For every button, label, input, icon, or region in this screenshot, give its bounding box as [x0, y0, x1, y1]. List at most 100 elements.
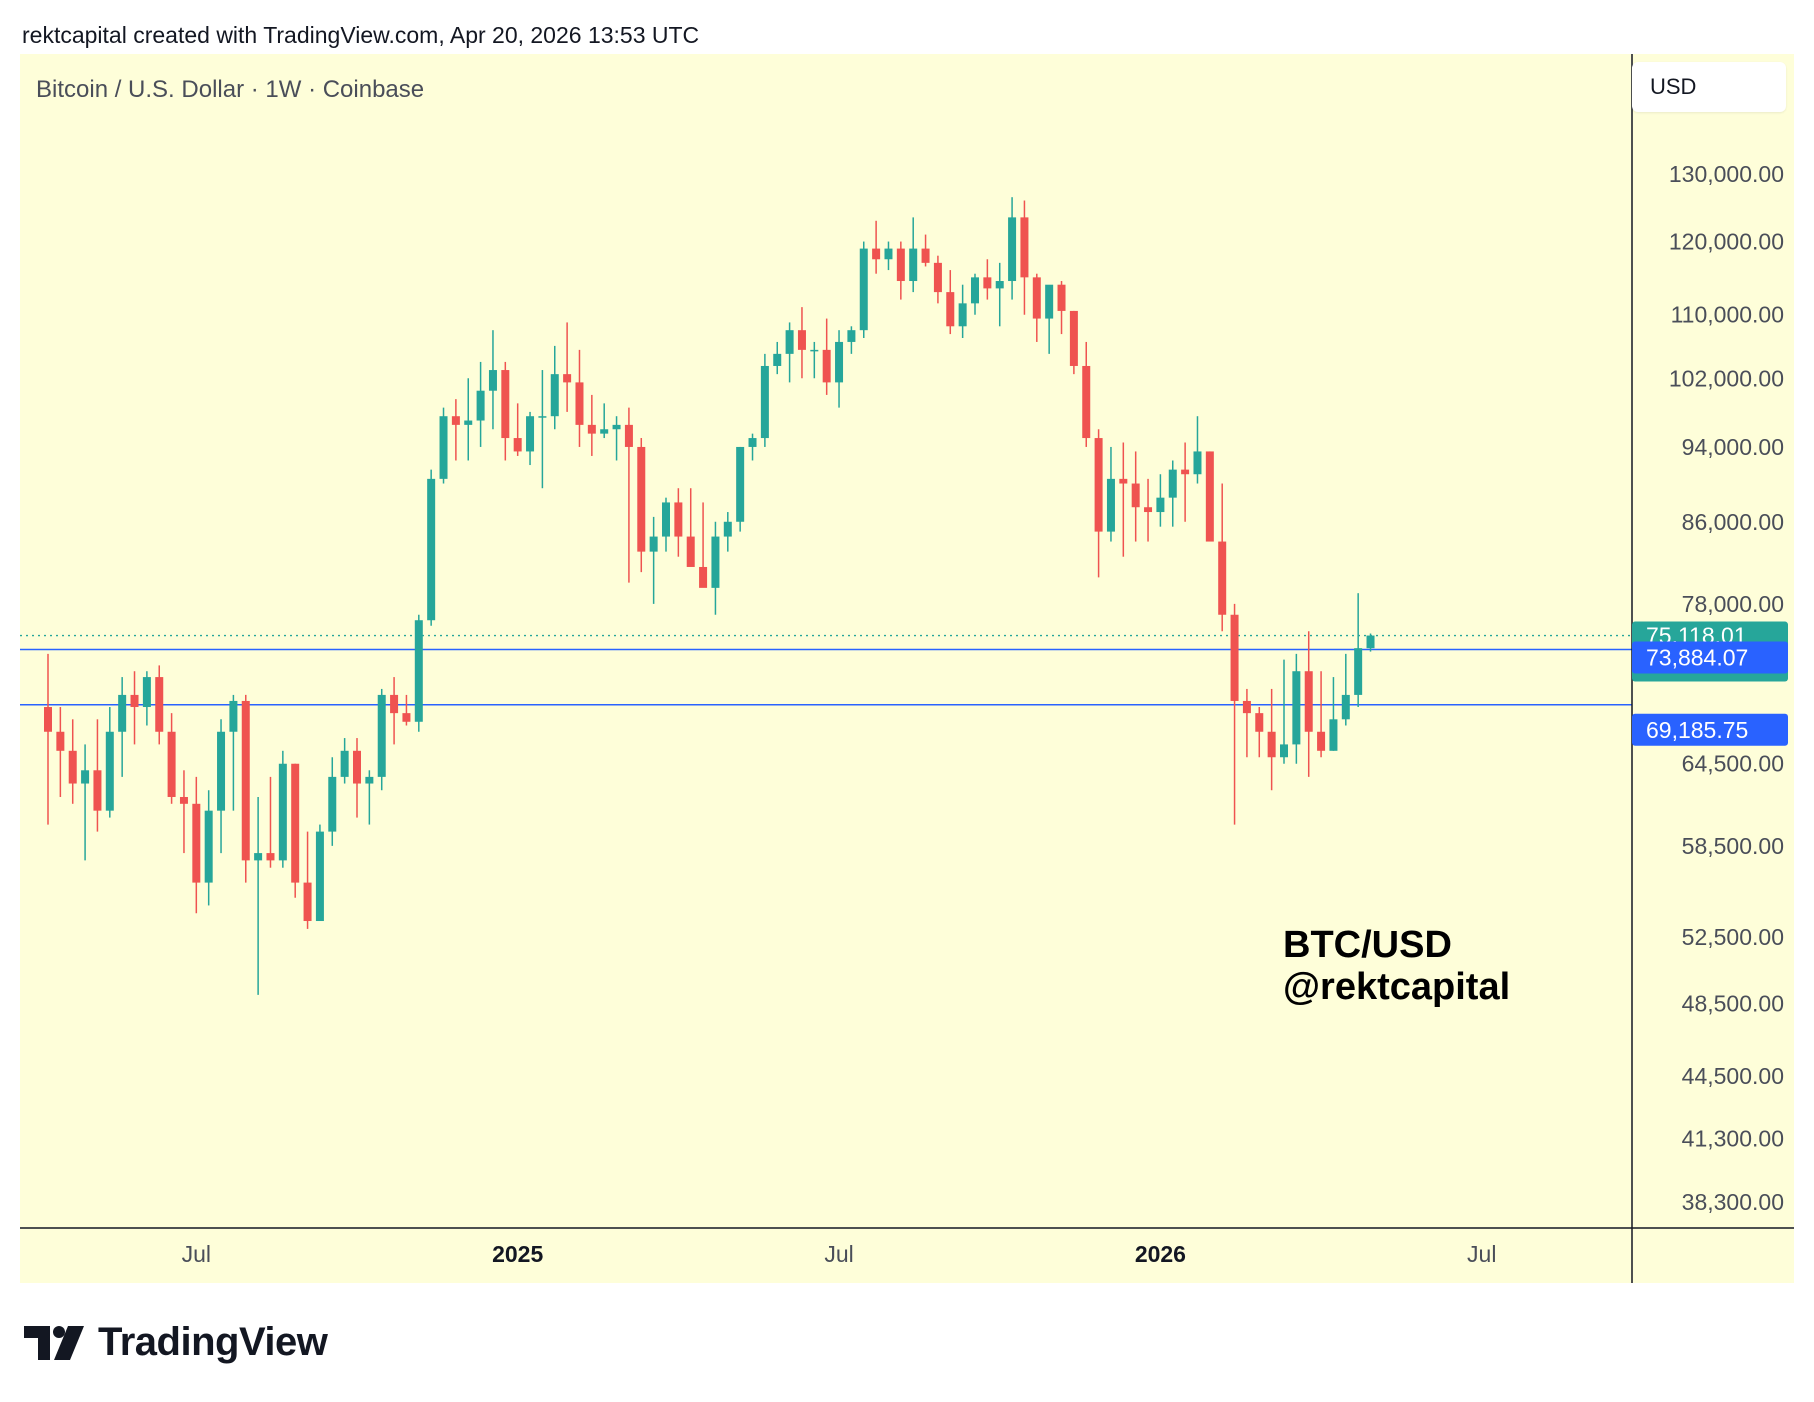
candle-body — [1218, 541, 1227, 615]
candle-body — [1057, 284, 1066, 311]
candle-body — [723, 521, 732, 537]
candle-body — [266, 853, 275, 861]
candle-body — [315, 831, 324, 922]
candle-body — [748, 438, 757, 447]
candle-body — [810, 349, 819, 352]
candle-body — [760, 365, 769, 439]
candle-body — [637, 446, 646, 552]
candle-body — [711, 536, 720, 588]
candle-body — [971, 277, 979, 304]
currency-label: USD — [1650, 74, 1697, 99]
y-tick-label: 86,000.00 — [1682, 509, 1784, 535]
candle-body — [1366, 635, 1375, 649]
candle-body — [1354, 648, 1363, 695]
candle-body — [662, 502, 670, 537]
candle-body — [204, 810, 213, 883]
candle-body — [1242, 700, 1251, 714]
chart-area[interactable]: 130,000.00 120,000.00 110,000.00 102,000.00… — [20, 54, 1794, 1283]
support-line-label — [1632, 641, 1788, 674]
candle-body — [797, 330, 806, 350]
y-tick-label: 78,000.00 — [1682, 591, 1784, 617]
candle-body — [118, 694, 127, 732]
y-tick-label: 41,300.00 — [1682, 1126, 1784, 1152]
candle-body — [600, 429, 609, 434]
candle-body — [1267, 731, 1276, 758]
tradingview-logo[interactable]: TradingView — [24, 1320, 328, 1365]
candle-body — [884, 248, 893, 260]
candle-body — [241, 700, 250, 861]
chart-watermark: BTC/USD @rektcapital — [1283, 924, 1510, 1008]
candle-body — [476, 390, 485, 421]
candle-body — [278, 763, 287, 861]
candle-body — [624, 424, 633, 447]
candle-body — [946, 292, 955, 327]
candle-body — [550, 374, 559, 417]
candle-body — [1292, 671, 1301, 745]
candle-body — [909, 248, 918, 282]
candle-body — [1230, 614, 1239, 701]
candle-body — [1280, 744, 1288, 758]
support-line-label — [1632, 713, 1788, 746]
x-tick-label: Jul — [824, 1241, 853, 1267]
x-tick-label: Jul — [182, 1241, 211, 1267]
candle-body — [501, 370, 510, 439]
candle-body — [575, 382, 584, 425]
candle-body — [526, 416, 535, 452]
candle-body — [1106, 478, 1115, 532]
candle-body — [773, 353, 782, 366]
candle-body — [155, 677, 164, 732]
candle-body — [303, 882, 312, 922]
candle-body — [192, 803, 201, 883]
candle-body — [179, 796, 188, 804]
candle-body — [377, 694, 386, 777]
candle-body — [921, 248, 930, 263]
candle-body — [44, 707, 52, 732]
candle-body — [513, 438, 522, 452]
candle-body — [451, 416, 460, 425]
candle-body — [229, 700, 238, 732]
candle-body — [1144, 507, 1153, 513]
candle-body — [414, 620, 423, 722]
candle-body — [81, 770, 90, 784]
candle-body — [699, 566, 708, 588]
y-tick-label: 94,000.00 — [1682, 434, 1784, 460]
candle-body — [427, 478, 436, 621]
candle-body — [291, 763, 300, 883]
candle-body — [1131, 483, 1140, 508]
candle-body — [933, 262, 942, 293]
candle-body — [402, 713, 411, 722]
candle-body — [328, 776, 337, 832]
candle-body — [1317, 731, 1326, 751]
candle-body — [1082, 365, 1091, 439]
candle-body — [1032, 277, 1041, 319]
x-tick-label: Jul — [1467, 1241, 1496, 1267]
y-tick-label: 64,500.00 — [1682, 751, 1784, 777]
candle-body — [439, 416, 448, 479]
candle-body — [390, 694, 399, 714]
candle-body — [563, 374, 572, 383]
candle-body — [1329, 719, 1338, 751]
candle-body — [105, 731, 114, 811]
x-tick-label: 2025 — [492, 1241, 543, 1267]
candle-body — [983, 277, 992, 289]
y-tick-label: 58,500.00 — [1682, 833, 1784, 859]
candle-body — [872, 248, 881, 260]
candle-body — [1181, 469, 1190, 475]
candle-body — [340, 750, 349, 777]
y-tick-label: 44,500.00 — [1682, 1063, 1784, 1089]
y-tick-label: 38,300.00 — [1682, 1189, 1784, 1215]
y-tick-label: 52,500.00 — [1682, 924, 1784, 950]
candle-body — [649, 536, 658, 552]
candle-body — [167, 731, 176, 797]
candle-body — [464, 420, 473, 425]
y-tick-label: 102,000.00 — [1669, 365, 1784, 391]
candle-body — [488, 370, 497, 391]
currency-selector[interactable]: USD — [1632, 62, 1786, 112]
candle-body — [365, 776, 374, 784]
support-line-value: 73,884.07 — [1646, 644, 1748, 670]
watermark-handle: @rektcapital — [1283, 966, 1511, 1008]
candlestick-chart[interactable]: 130,000.00 120,000.00 110,000.00 102,000.00… — [20, 54, 1794, 1283]
candle-body — [130, 694, 139, 708]
x-tick-label: 2026 — [1135, 1241, 1186, 1267]
candle-body — [958, 303, 967, 327]
